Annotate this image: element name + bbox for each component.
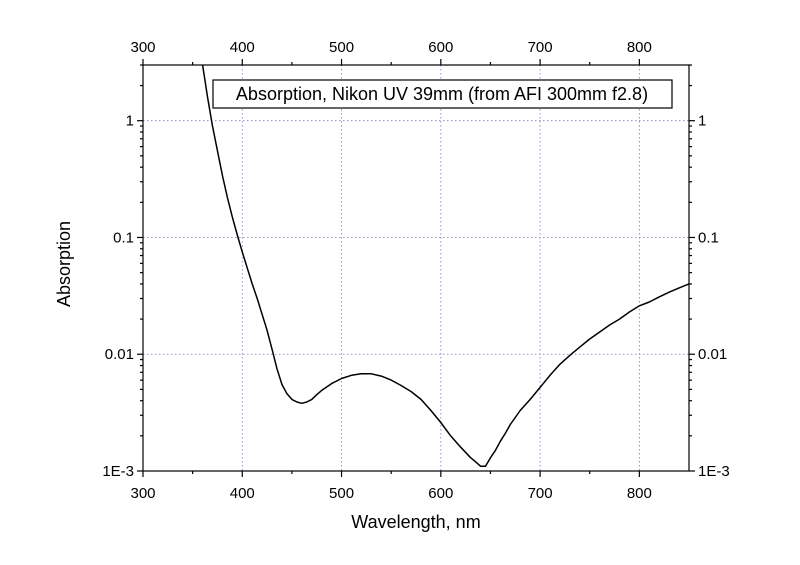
x-tick-label-bottom: 700: [528, 485, 553, 502]
x-tick-label-top: 500: [329, 39, 354, 56]
plot-frame: [142, 64, 690, 472]
y-tick-label-left: 0.01: [105, 346, 134, 363]
x-tick-label-top: 400: [230, 39, 255, 56]
x-axis-title: Wavelength, nm: [351, 512, 480, 532]
y-tick-label-right: 0.01: [698, 346, 727, 363]
x-tick-label-top: 600: [428, 39, 453, 56]
ticks: [137, 59, 695, 477]
y-tick-label-left: 0.1: [113, 229, 134, 246]
x-tick-label-bottom: 800: [627, 485, 652, 502]
grid: [143, 65, 689, 471]
absorption-series-line: [201, 64, 690, 467]
series-layer: [201, 64, 690, 467]
title-frame: [212, 79, 673, 109]
y-tick-label-right: 0.1: [698, 229, 719, 246]
x-tick-label-bottom: 300: [130, 485, 155, 502]
y-tick-label-right: 1E-3: [698, 463, 730, 480]
y-tick-label-left: 1E-3: [102, 463, 134, 480]
y-tick-label-left: 1: [126, 113, 134, 130]
y-axis-title: Absorption: [54, 221, 74, 307]
tick-labels: 300 300 400 400 500 500 600 600 700 700 800 800 1E-3…: [102, 39, 729, 502]
x-tick-label-bottom: 600: [428, 485, 453, 502]
y-tick-label-right: 1: [698, 113, 706, 130]
x-tick-label-bottom: 400: [230, 485, 255, 502]
x-tick-label-top: 800: [627, 39, 652, 56]
x-tick-label-top: 700: [528, 39, 553, 56]
title-box: Absorption, Nikon UV 39mm (from AFI 300m…: [212, 79, 673, 109]
x-tick-label-top: 300: [130, 39, 155, 56]
x-tick-label-bottom: 500: [329, 485, 354, 502]
chart-title: Absorption, Nikon UV 39mm (from AFI 300m…: [236, 84, 648, 104]
